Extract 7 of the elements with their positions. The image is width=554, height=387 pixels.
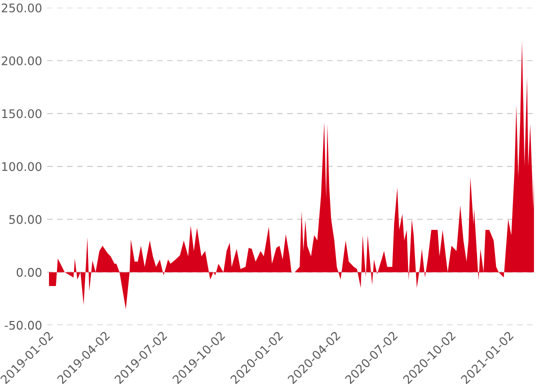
y-tick-label: 250.00 xyxy=(2,3,42,12)
y-tick-label: 150.00 xyxy=(2,109,42,118)
y-tick-label: 0.00 xyxy=(16,268,42,277)
y-tick-label: -50.00 xyxy=(4,320,42,330)
y-tick-label: 200.00 xyxy=(2,56,42,66)
y-tick-label: 100.00 xyxy=(2,162,42,172)
y-tick-label: 50.00 xyxy=(9,215,42,224)
